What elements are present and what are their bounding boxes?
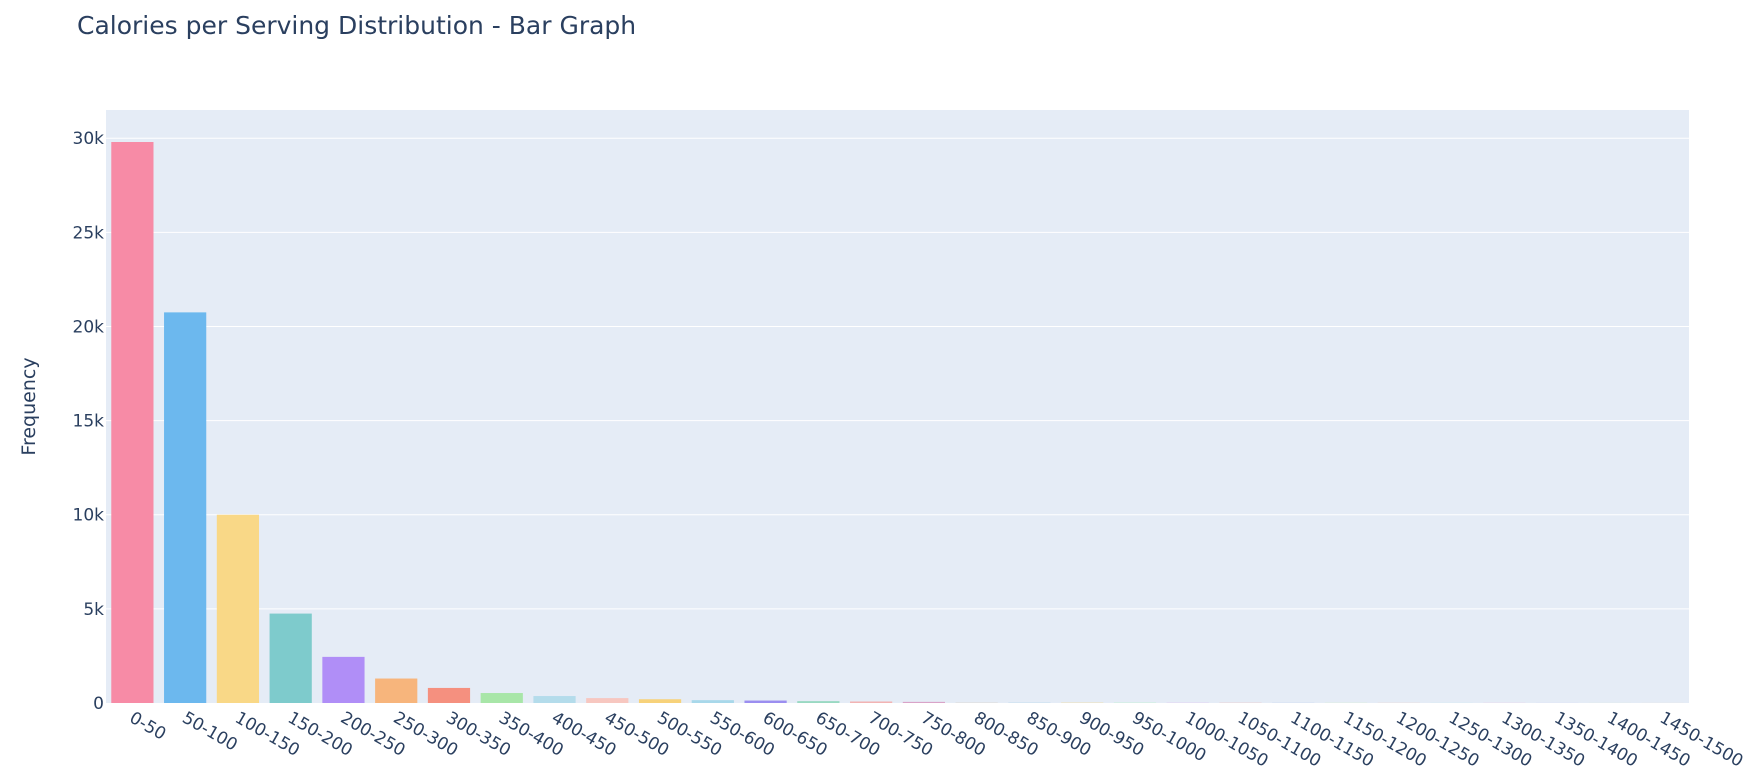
bar-750-800 <box>902 701 945 703</box>
y-tick-label: 20k <box>73 317 105 337</box>
y-axis-ticks: 0 5k 10k 15k 20k 25k 30k <box>73 129 105 714</box>
y-tick-label: 10k <box>73 506 105 526</box>
bar-600-650 <box>744 700 787 703</box>
y-tick-label: 15k <box>73 412 105 432</box>
bar-400-450 <box>533 696 576 703</box>
bar-800-850 <box>955 702 998 703</box>
x-axis-ticks: 0-50 50-100100-150150-200200-250250-30030… <box>126 708 1746 772</box>
plot-area <box>106 110 1689 703</box>
bar-700-750 <box>850 701 893 703</box>
chart-title: Calories per Serving Distribution - Bar … <box>77 11 636 40</box>
bar-300-350 <box>427 687 471 703</box>
gridlines <box>106 137 1689 610</box>
bar-650-700 <box>797 701 840 703</box>
bar-100-150 <box>216 514 260 703</box>
bar-250-300 <box>375 678 418 703</box>
y-tick-label: 5k <box>83 600 104 620</box>
x-tick-label: 0-50 <box>126 708 169 745</box>
y-tick-label: 30k <box>73 129 105 149</box>
bar-200-250 <box>322 656 365 703</box>
bar-50-100 <box>164 312 207 703</box>
y-axis-title: Frequency <box>18 357 40 455</box>
x-tick-label: 50-100 <box>179 708 241 755</box>
bar-150-200 <box>269 613 312 703</box>
bar-850-900 <box>1008 702 1051 703</box>
y-tick-label: 25k <box>73 223 105 243</box>
bar-0-50 <box>111 142 154 703</box>
bars <box>111 142 1684 703</box>
bar-550-600 <box>691 700 734 703</box>
bar-500-550 <box>638 699 682 703</box>
y-tick-label: 0 <box>93 694 104 714</box>
bar-450-500 <box>586 698 629 703</box>
bar-350-400 <box>480 693 523 703</box>
